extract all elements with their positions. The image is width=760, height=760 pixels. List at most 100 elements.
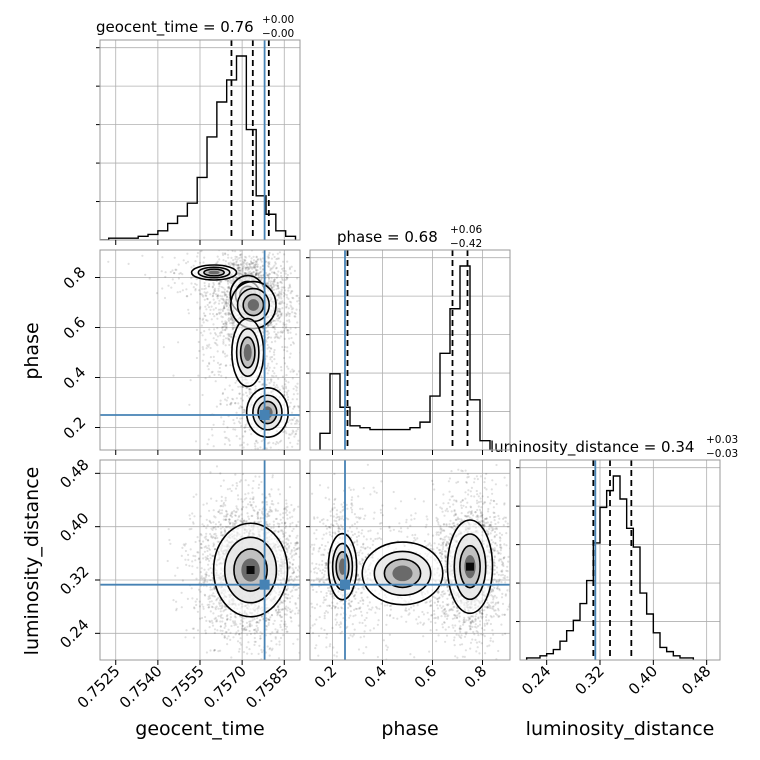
scatter-point (213, 617, 216, 621)
scatter-point (269, 282, 272, 285)
scatter-point (262, 327, 265, 330)
scatter-point (290, 549, 293, 552)
scatter-point (199, 617, 202, 620)
scatter-point (292, 569, 295, 572)
scatter-point (222, 350, 225, 353)
scatter-point (199, 561, 202, 564)
scatter-point (223, 304, 226, 307)
scatter-point (231, 522, 234, 525)
scatter-point (235, 519, 238, 523)
scatter-point (285, 278, 288, 281)
scatter-point (260, 260, 263, 263)
scatter-point (242, 519, 245, 522)
scatter-point (217, 525, 220, 529)
scatter-point (281, 608, 284, 611)
scatter-point (273, 271, 276, 274)
scatter-point (303, 316, 305, 318)
scatter-point (282, 512, 285, 515)
scatter-point (288, 284, 291, 288)
scatter-point (175, 600, 178, 603)
scatter-point (220, 297, 223, 300)
scatter-point (311, 597, 313, 599)
scatter-point (296, 300, 299, 303)
scatter-point (312, 616, 314, 618)
scatter-point (206, 557, 209, 560)
scatter-point (206, 549, 209, 553)
scatter-point (211, 285, 214, 288)
scatter-point (252, 259, 256, 262)
scatter-point (240, 263, 243, 266)
scatter-point (223, 307, 226, 310)
scatter-point (229, 335, 232, 338)
scatter-point (207, 544, 210, 547)
scatter-point (210, 318, 213, 321)
scatter-point (228, 306, 231, 309)
scatter-point (270, 257, 273, 260)
scatter-point (204, 314, 207, 317)
scatter-point (209, 620, 212, 624)
scatter-point (200, 577, 203, 580)
scatter-point (226, 279, 230, 283)
scatter-point (249, 388, 252, 391)
scatter-point (237, 269, 240, 272)
scatter-point (225, 509, 228, 512)
scatter-point (265, 383, 268, 386)
scatter-point (276, 294, 279, 297)
scatter-point (302, 295, 304, 297)
scatter-point (293, 405, 296, 408)
scatter-point (238, 437, 241, 440)
scatter-point (233, 620, 237, 623)
scatter-point (302, 545, 304, 547)
scatter-point (290, 422, 293, 425)
scatter-point (206, 291, 209, 294)
scatter-point (249, 501, 252, 504)
scatter-point (198, 289, 201, 292)
scatter-point (216, 540, 219, 543)
scatter-point (225, 302, 228, 305)
scatter-point (227, 282, 230, 285)
scatter-point (268, 272, 271, 275)
scatter-point (296, 569, 299, 572)
scatter-point (305, 570, 307, 572)
scatter-point (259, 257, 262, 260)
scatter-point (295, 228, 297, 230)
scatter-point (230, 314, 233, 317)
scatter-point (340, 475, 342, 477)
scatter-point (201, 616, 204, 620)
scatter-point (228, 338, 231, 341)
scatter-point (270, 510, 274, 513)
scatter-point (233, 624, 236, 627)
scatter-point (235, 510, 238, 513)
scatter-point (302, 272, 304, 274)
scatter-point (250, 504, 253, 507)
scatter-point (285, 303, 289, 306)
scatter-point (272, 319, 275, 322)
scatter-point (282, 593, 285, 597)
scatter-point (283, 623, 286, 626)
scatter-point (207, 574, 211, 577)
scatter-point (269, 633, 272, 636)
scatter-point (226, 488, 229, 491)
scatter-point (260, 383, 263, 386)
scatter-point (198, 600, 201, 603)
scatter-point (288, 433, 291, 436)
scatter-point (244, 423, 247, 426)
scatter-point (241, 624, 244, 628)
scatter-point (228, 300, 231, 304)
scatter-point (225, 364, 228, 367)
scatter-point (279, 281, 282, 284)
scatter-point (240, 406, 243, 409)
scatter-point (244, 425, 247, 428)
scatter-point (267, 274, 270, 277)
scatter-point (252, 266, 255, 269)
scatter-point (208, 619, 211, 623)
scatter-point (295, 373, 298, 376)
scatter-point (275, 276, 278, 279)
scatter-point (252, 255, 255, 258)
scatter-point (199, 306, 202, 309)
scatter-point (223, 530, 226, 533)
scatter-point (288, 577, 291, 580)
scatter-point (267, 262, 270, 265)
scatter-point (282, 535, 285, 538)
scatter-point (213, 548, 216, 551)
